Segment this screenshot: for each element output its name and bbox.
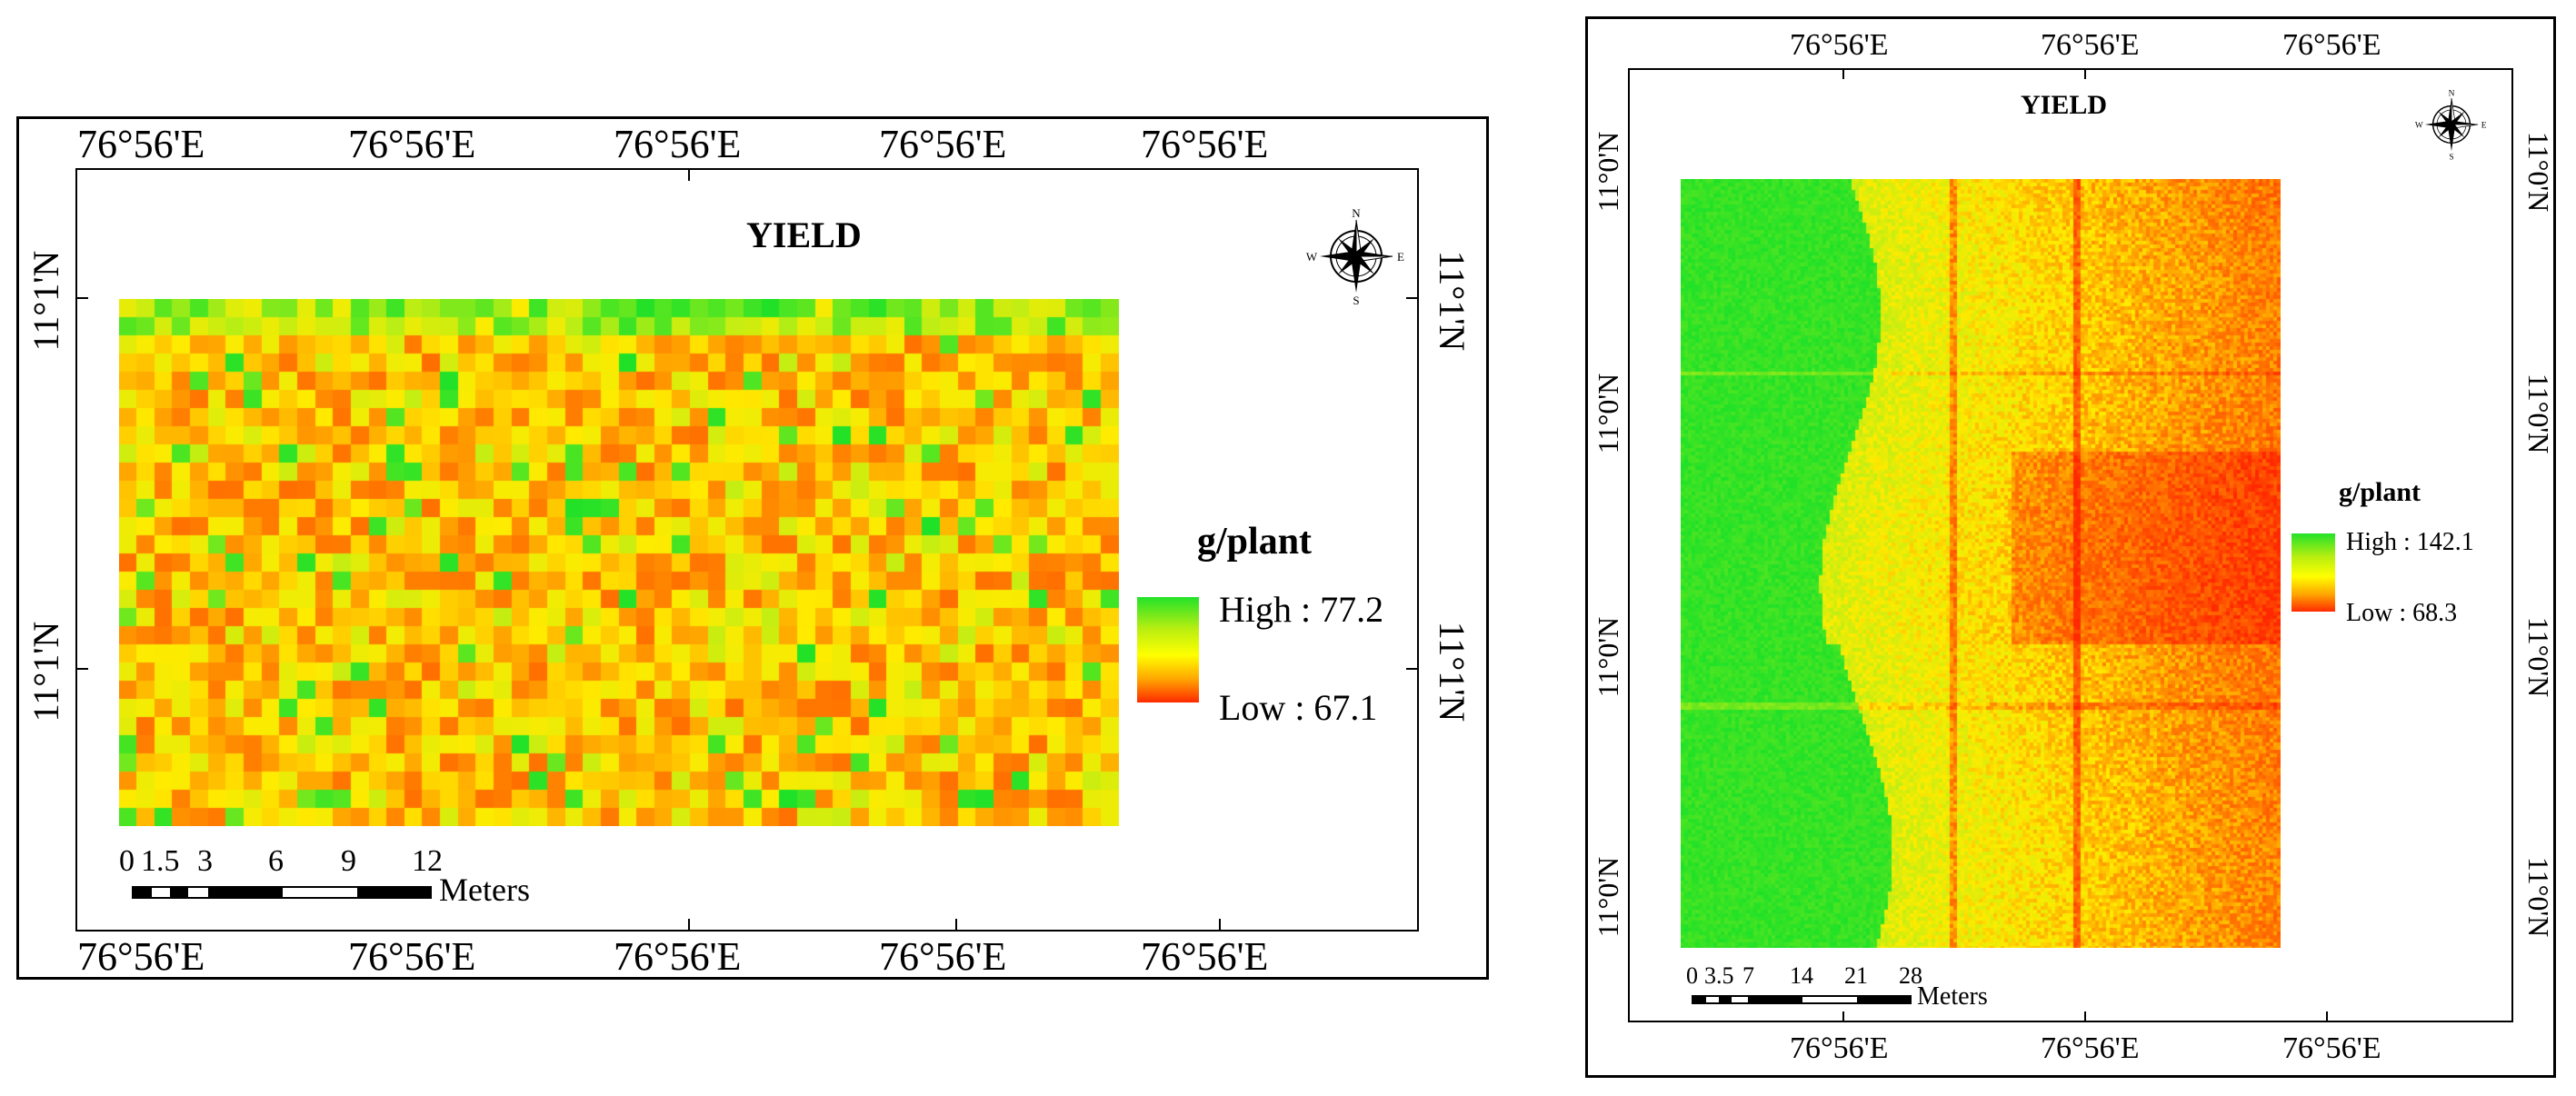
legend-title: g/plant — [1197, 521, 1313, 563]
scale-tick-label: 21 — [1844, 962, 1868, 989]
legend-low-label: Low : 68.3 — [2346, 599, 2458, 627]
yield-raster-left — [119, 299, 1119, 826]
left-top-lon-label: 76°56'E — [614, 122, 742, 166]
right-top-lon-label: 76°56'E — [1790, 28, 1889, 62]
compass-w: W — [1306, 250, 1318, 264]
left-lat-label: 11°1'N — [25, 250, 66, 352]
left-bottom-lon-label: 76°56'E — [348, 934, 476, 979]
left-lat-label: 11°0'N — [1592, 856, 1624, 938]
left-bottom-lon-label: 76°56'E — [879, 934, 1007, 979]
scale-tick-label: 7 — [1742, 962, 1754, 989]
right-bottom-lon-label: 76°56'E — [2041, 1031, 2140, 1065]
left-top-lon-label: 76°56'E — [1141, 122, 1269, 166]
legend-color-ramp — [2291, 533, 2335, 612]
scale-tick-label: 6 — [268, 844, 284, 878]
scale-tick-label: 28 — [1899, 962, 1922, 989]
compass-s: S — [1353, 294, 1359, 306]
left-bottom-lon-label: 76°56'E — [1141, 934, 1269, 979]
compass-s: S — [2449, 154, 2453, 161]
right-lat-label: 11°0'N — [2522, 616, 2555, 698]
left-top-lon-label: 76°56'E — [77, 122, 205, 166]
compass-w: W — [2415, 122, 2423, 131]
scale-bar — [1692, 995, 1912, 1004]
right-bottom-lon-label: 76°56'E — [1790, 1031, 1889, 1065]
scale-tick-label: 0 — [1686, 962, 1698, 989]
scale-unit-label: Meters — [1917, 982, 1988, 1011]
left-bottom-lon-label: 76°56'E — [614, 934, 742, 979]
right-top-lon-label: 76°56'E — [2282, 28, 2381, 62]
left-lat-label: 11°0'N — [1592, 131, 1624, 213]
right-lat-label: 11°0'N — [2522, 131, 2555, 213]
scale-unit-label: Meters — [439, 872, 530, 908]
right-map-frame — [1628, 68, 2513, 1022]
right-top-lon-label: 76°56'E — [2041, 28, 2140, 62]
scale-tick-label: 1.5 — [141, 844, 180, 878]
compass-e: E — [1397, 250, 1404, 264]
legend-low-label: Low : 67.1 — [1219, 687, 1378, 728]
scale-tick-label: 14 — [1790, 962, 1813, 989]
legend-title: g/plant — [2339, 477, 2421, 507]
scale-tick-label: 9 — [341, 844, 356, 878]
left-lat-label: 11°0'N — [1592, 616, 1624, 698]
map-title: YIELD — [2021, 90, 2108, 120]
right-lat-label: 11°1'N — [1432, 621, 1473, 722]
scale-tick-label: 3.5 — [1704, 962, 1734, 989]
legend-color-ramp — [1137, 597, 1199, 702]
compass-n: N — [1352, 206, 1361, 220]
compass-e: E — [2481, 122, 2487, 131]
scale-tick-label: 0 — [119, 844, 135, 878]
yield-raster-right — [1681, 179, 2281, 948]
map-title: YIELD — [746, 214, 862, 255]
right-lat-label: 11°0'N — [2522, 373, 2555, 454]
right-lat-label: 11°1'N — [1432, 250, 1473, 352]
compass-rose-icon: N S E W — [2415, 90, 2487, 161]
scale-bar — [132, 886, 432, 899]
legend-high-label: High : 142.1 — [2346, 528, 2474, 556]
compass-n: N — [2449, 90, 2455, 99]
right-lat-label: 11°0'N — [2522, 856, 2555, 938]
left-map-frame — [75, 168, 1419, 932]
legend-high-label: High : 77.2 — [1219, 589, 1384, 630]
scale-tick-label: 3 — [197, 844, 213, 878]
right-map-panel: 76°56'E 76°56'E 76°56'E 76°56'E 76°56'E … — [1585, 16, 2556, 1078]
left-bottom-lon-label: 76°56'E — [77, 934, 205, 979]
left-map-panel: 76°56'E 76°56'E 76°56'E 76°56'E 76°56'E … — [16, 116, 1489, 980]
left-lat-label: 11°0'N — [1592, 373, 1624, 454]
left-top-lon-label: 76°56'E — [879, 122, 1007, 166]
left-lat-label: 11°1'N — [25, 621, 66, 722]
left-top-lon-label: 76°56'E — [348, 122, 476, 166]
scale-tick-label: 12 — [412, 844, 443, 878]
right-bottom-lon-label: 76°56'E — [2282, 1031, 2381, 1065]
compass-rose-icon: N S E W — [1306, 206, 1404, 306]
